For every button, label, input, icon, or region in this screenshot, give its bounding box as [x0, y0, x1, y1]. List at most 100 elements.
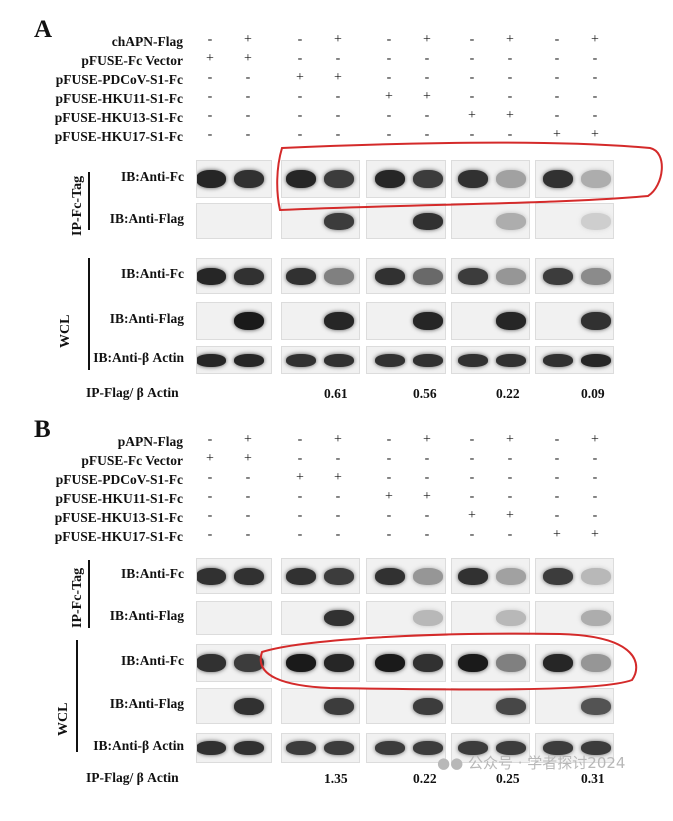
protein-band: [581, 170, 611, 188]
minus-sign: -: [507, 89, 513, 104]
blot-strip: [366, 601, 446, 635]
minus-sign: -: [469, 470, 475, 485]
minus-sign: -: [424, 508, 430, 523]
minus-sign: -: [245, 508, 251, 523]
protein-band: [234, 170, 264, 188]
watermark: ●● 公众号 · 学者探讨2024: [437, 752, 625, 773]
watermark-text: 公众号 · 学者探讨2024: [467, 754, 626, 772]
wechat-icon: ●●: [437, 754, 464, 772]
blot-label: IB:Anti-Flag: [109, 696, 184, 711]
plus-sign: +: [244, 51, 252, 66]
blot-strip: [535, 733, 614, 763]
plus-sign: +: [506, 432, 514, 447]
protein-band: [581, 267, 611, 285]
plus-sign: +: [385, 89, 393, 104]
plus-sign: +: [334, 32, 342, 47]
blot-strip: [196, 258, 272, 294]
plus-sign: +: [334, 470, 342, 485]
minus-sign: -: [424, 51, 430, 66]
plus-sign: +: [244, 32, 252, 47]
minus-sign: -: [297, 432, 303, 447]
blot-label: IB:Anti-Fc: [121, 266, 184, 281]
condition-label: pFUSE-HKU17-S1-Fc: [54, 129, 183, 144]
wcl-bracket-line: [76, 640, 78, 752]
blot-strip: [196, 302, 272, 340]
plus-sign: +: [334, 432, 342, 447]
plus-sign: +: [468, 508, 476, 523]
blot-strip: [535, 644, 614, 682]
condition-label: pFUSE-HKU11-S1-Fc: [55, 491, 183, 506]
blot-strip: [535, 258, 614, 294]
protein-band: [286, 654, 316, 672]
condition-label: pFUSE-PDCoV-S1-Fc: [55, 72, 183, 87]
wcl-group-label: WCL: [58, 314, 73, 348]
protein-band: [375, 267, 405, 285]
protein-band: [234, 267, 264, 285]
minus-sign: -: [335, 527, 341, 542]
blot-strip: [281, 558, 360, 594]
protein-band: [413, 654, 443, 672]
protein-band: [324, 654, 354, 672]
blot-strip: [451, 302, 530, 340]
plus-sign: +: [296, 470, 304, 485]
condition-label: pFUSE-HKU17-S1-Fc: [54, 529, 183, 544]
panel-label: A: [34, 16, 53, 43]
blot-strip: [281, 688, 360, 724]
protein-band: [458, 353, 488, 367]
plus-sign: +: [591, 127, 599, 142]
ratio-value: 0.31: [581, 771, 605, 786]
protein-band: [324, 312, 354, 330]
minus-sign: -: [469, 32, 475, 47]
protein-band: [286, 353, 316, 367]
plus-sign: +: [385, 489, 393, 504]
plus-sign: +: [423, 432, 431, 447]
condition-label: pFUSE-Fc Vector: [81, 453, 183, 468]
minus-sign: -: [554, 508, 560, 523]
blot-strip: [196, 203, 272, 239]
ratio-value: 0.61: [324, 386, 348, 401]
minus-sign: -: [592, 508, 598, 523]
protein-band: [581, 212, 611, 230]
condition-label: chAPN-Flag: [111, 34, 183, 49]
minus-sign: -: [297, 89, 303, 104]
minus-sign: -: [386, 51, 392, 66]
protein-band: [543, 353, 573, 367]
protein-band: [234, 312, 264, 330]
minus-sign: -: [507, 527, 513, 542]
blot-label: IB:Anti-Flag: [109, 311, 184, 326]
protein-band: [197, 353, 226, 367]
minus-sign: -: [297, 127, 303, 142]
protein-band: [458, 567, 488, 585]
protein-band: [197, 567, 226, 585]
protein-band: [324, 170, 354, 188]
minus-sign: -: [207, 70, 213, 85]
condition-label: pFUSE-HKU13-S1-Fc: [54, 110, 183, 125]
minus-sign: -: [245, 70, 251, 85]
protein-band: [543, 567, 573, 585]
minus-sign: -: [245, 108, 251, 123]
protein-band: [234, 654, 264, 672]
plus-sign: +: [296, 70, 304, 85]
condition-label: pAPN-Flag: [117, 434, 183, 449]
protein-band: [413, 610, 443, 626]
blot-strip: [196, 346, 272, 374]
protein-band: [458, 654, 488, 672]
minus-sign: -: [554, 32, 560, 47]
protein-band: [324, 610, 354, 626]
protein-band: [543, 170, 573, 188]
minus-sign: -: [207, 89, 213, 104]
blot-strip: [196, 558, 272, 594]
panel-a: A chAPN-Flag - + - + - + - + - + pFUSE-Fc Vector + + -…: [0, 0, 673, 408]
protein-band: [496, 567, 526, 585]
blot-strip: [366, 644, 446, 682]
protein-band: [496, 654, 526, 672]
minus-sign: -: [297, 508, 303, 523]
blot-strip: [196, 160, 272, 198]
minus-sign: -: [592, 70, 598, 85]
ratio-label: IP-Flag/ β Actin: [86, 770, 179, 785]
minus-sign: -: [245, 89, 251, 104]
protein-band: [324, 267, 354, 285]
minus-sign: -: [507, 470, 513, 485]
minus-sign: -: [335, 451, 341, 466]
minus-sign: -: [554, 108, 560, 123]
